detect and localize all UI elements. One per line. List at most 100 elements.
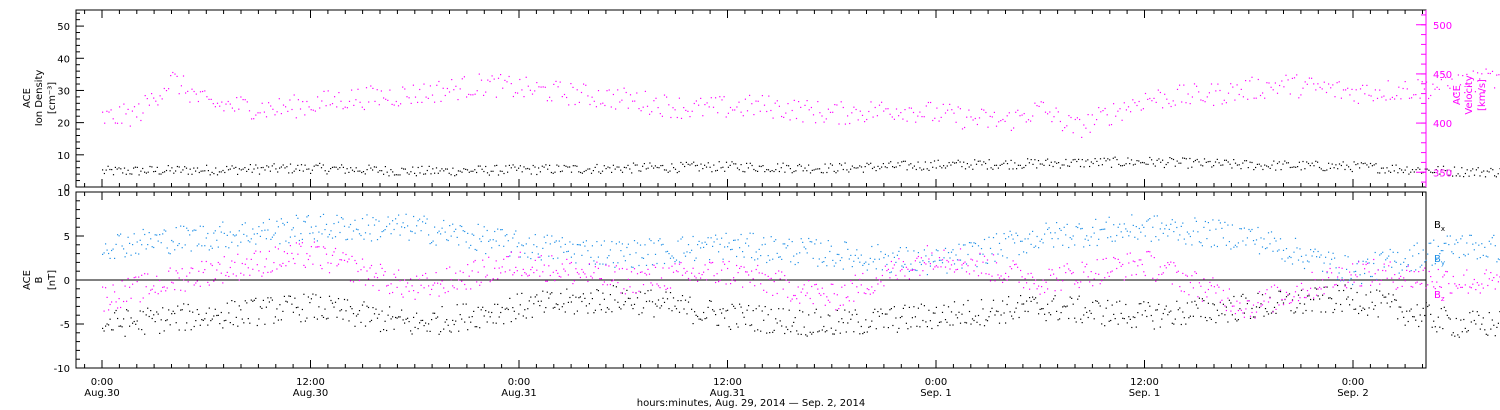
data-point (1266, 165, 1268, 167)
data-point (1311, 77, 1313, 79)
data-point (216, 314, 218, 317)
data-point (1137, 312, 1139, 314)
data-point (386, 225, 388, 228)
data-point (118, 235, 120, 237)
data-point (1227, 92, 1230, 94)
data-point (530, 258, 532, 260)
data-point (860, 254, 862, 256)
data-point (1120, 165, 1122, 167)
data-point (325, 105, 327, 107)
data-point (470, 321, 472, 323)
data-point (1198, 297, 1200, 299)
data-point (1108, 320, 1110, 322)
data-point (866, 331, 868, 333)
data-point (930, 162, 932, 164)
data-point (665, 251, 667, 253)
data-point (1269, 296, 1271, 298)
data-point (694, 165, 697, 167)
data-point (1040, 101, 1042, 103)
data-point (860, 166, 863, 168)
data-point (477, 165, 479, 167)
data-point (156, 234, 158, 236)
data-point (1006, 303, 1008, 306)
data-point (531, 251, 533, 254)
data-point (1008, 168, 1010, 170)
data-point (1340, 164, 1342, 167)
data-point (240, 169, 242, 171)
data-point (184, 166, 186, 168)
data-point (787, 103, 789, 105)
data-point (268, 166, 270, 168)
data-point (1224, 314, 1226, 316)
data-point (202, 90, 204, 93)
data-point (1177, 309, 1179, 311)
data-point (1385, 296, 1387, 298)
data-point (681, 295, 684, 297)
data-point (336, 106, 338, 108)
data-point (953, 301, 956, 303)
data-point (453, 230, 455, 233)
data-point (1227, 321, 1229, 323)
data-point (580, 171, 582, 174)
data-point (904, 304, 906, 306)
data-point (212, 103, 214, 105)
data-point (851, 314, 853, 316)
data-point (402, 222, 404, 224)
data-point (715, 234, 717, 236)
data-point (138, 328, 140, 330)
data-point (1469, 312, 1471, 314)
data-point (1254, 316, 1256, 318)
data-point (379, 170, 381, 172)
data-point (824, 331, 826, 333)
data-point (989, 311, 992, 313)
data-point (1140, 303, 1142, 305)
data-point (666, 96, 668, 98)
data-point (1114, 318, 1116, 320)
data-point (1114, 156, 1116, 158)
data-point (288, 295, 290, 297)
data-point (1005, 322, 1007, 324)
data-point (202, 170, 204, 172)
data-point (896, 254, 898, 256)
data-point (755, 251, 757, 253)
data-point (786, 164, 788, 167)
data-point (828, 167, 830, 169)
data-point (255, 114, 257, 116)
data-point (1019, 115, 1021, 117)
data-point (1279, 291, 1282, 293)
data-point (452, 319, 454, 321)
data-point (268, 218, 270, 220)
data-point (848, 171, 850, 173)
data-point (331, 302, 334, 304)
data-point (620, 169, 622, 171)
data-point (527, 256, 529, 258)
data-point (774, 102, 776, 104)
data-point (917, 252, 919, 254)
data-point (753, 168, 755, 171)
data-point (589, 103, 591, 106)
data-point (740, 164, 742, 166)
data-point (1329, 167, 1331, 169)
data-point (168, 88, 170, 90)
data-point (351, 238, 353, 240)
data-point (1308, 295, 1310, 297)
data-point (362, 171, 365, 173)
data-point (1083, 166, 1085, 168)
velocity-label-line-1: ACE (1452, 85, 1463, 105)
data-point (944, 112, 947, 114)
data-point (881, 313, 883, 315)
data-point (1400, 98, 1402, 100)
data-point (234, 301, 236, 303)
data-point (832, 333, 834, 335)
data-point (808, 314, 810, 316)
data-point (1417, 167, 1419, 169)
data-point (1189, 157, 1191, 160)
data-point (1220, 164, 1222, 166)
data-point (280, 218, 282, 220)
data-point (292, 311, 294, 313)
data-point (731, 248, 733, 250)
data-point (965, 322, 968, 324)
data-point (314, 110, 316, 112)
data-point (1211, 166, 1213, 168)
data-point (1459, 84, 1462, 86)
